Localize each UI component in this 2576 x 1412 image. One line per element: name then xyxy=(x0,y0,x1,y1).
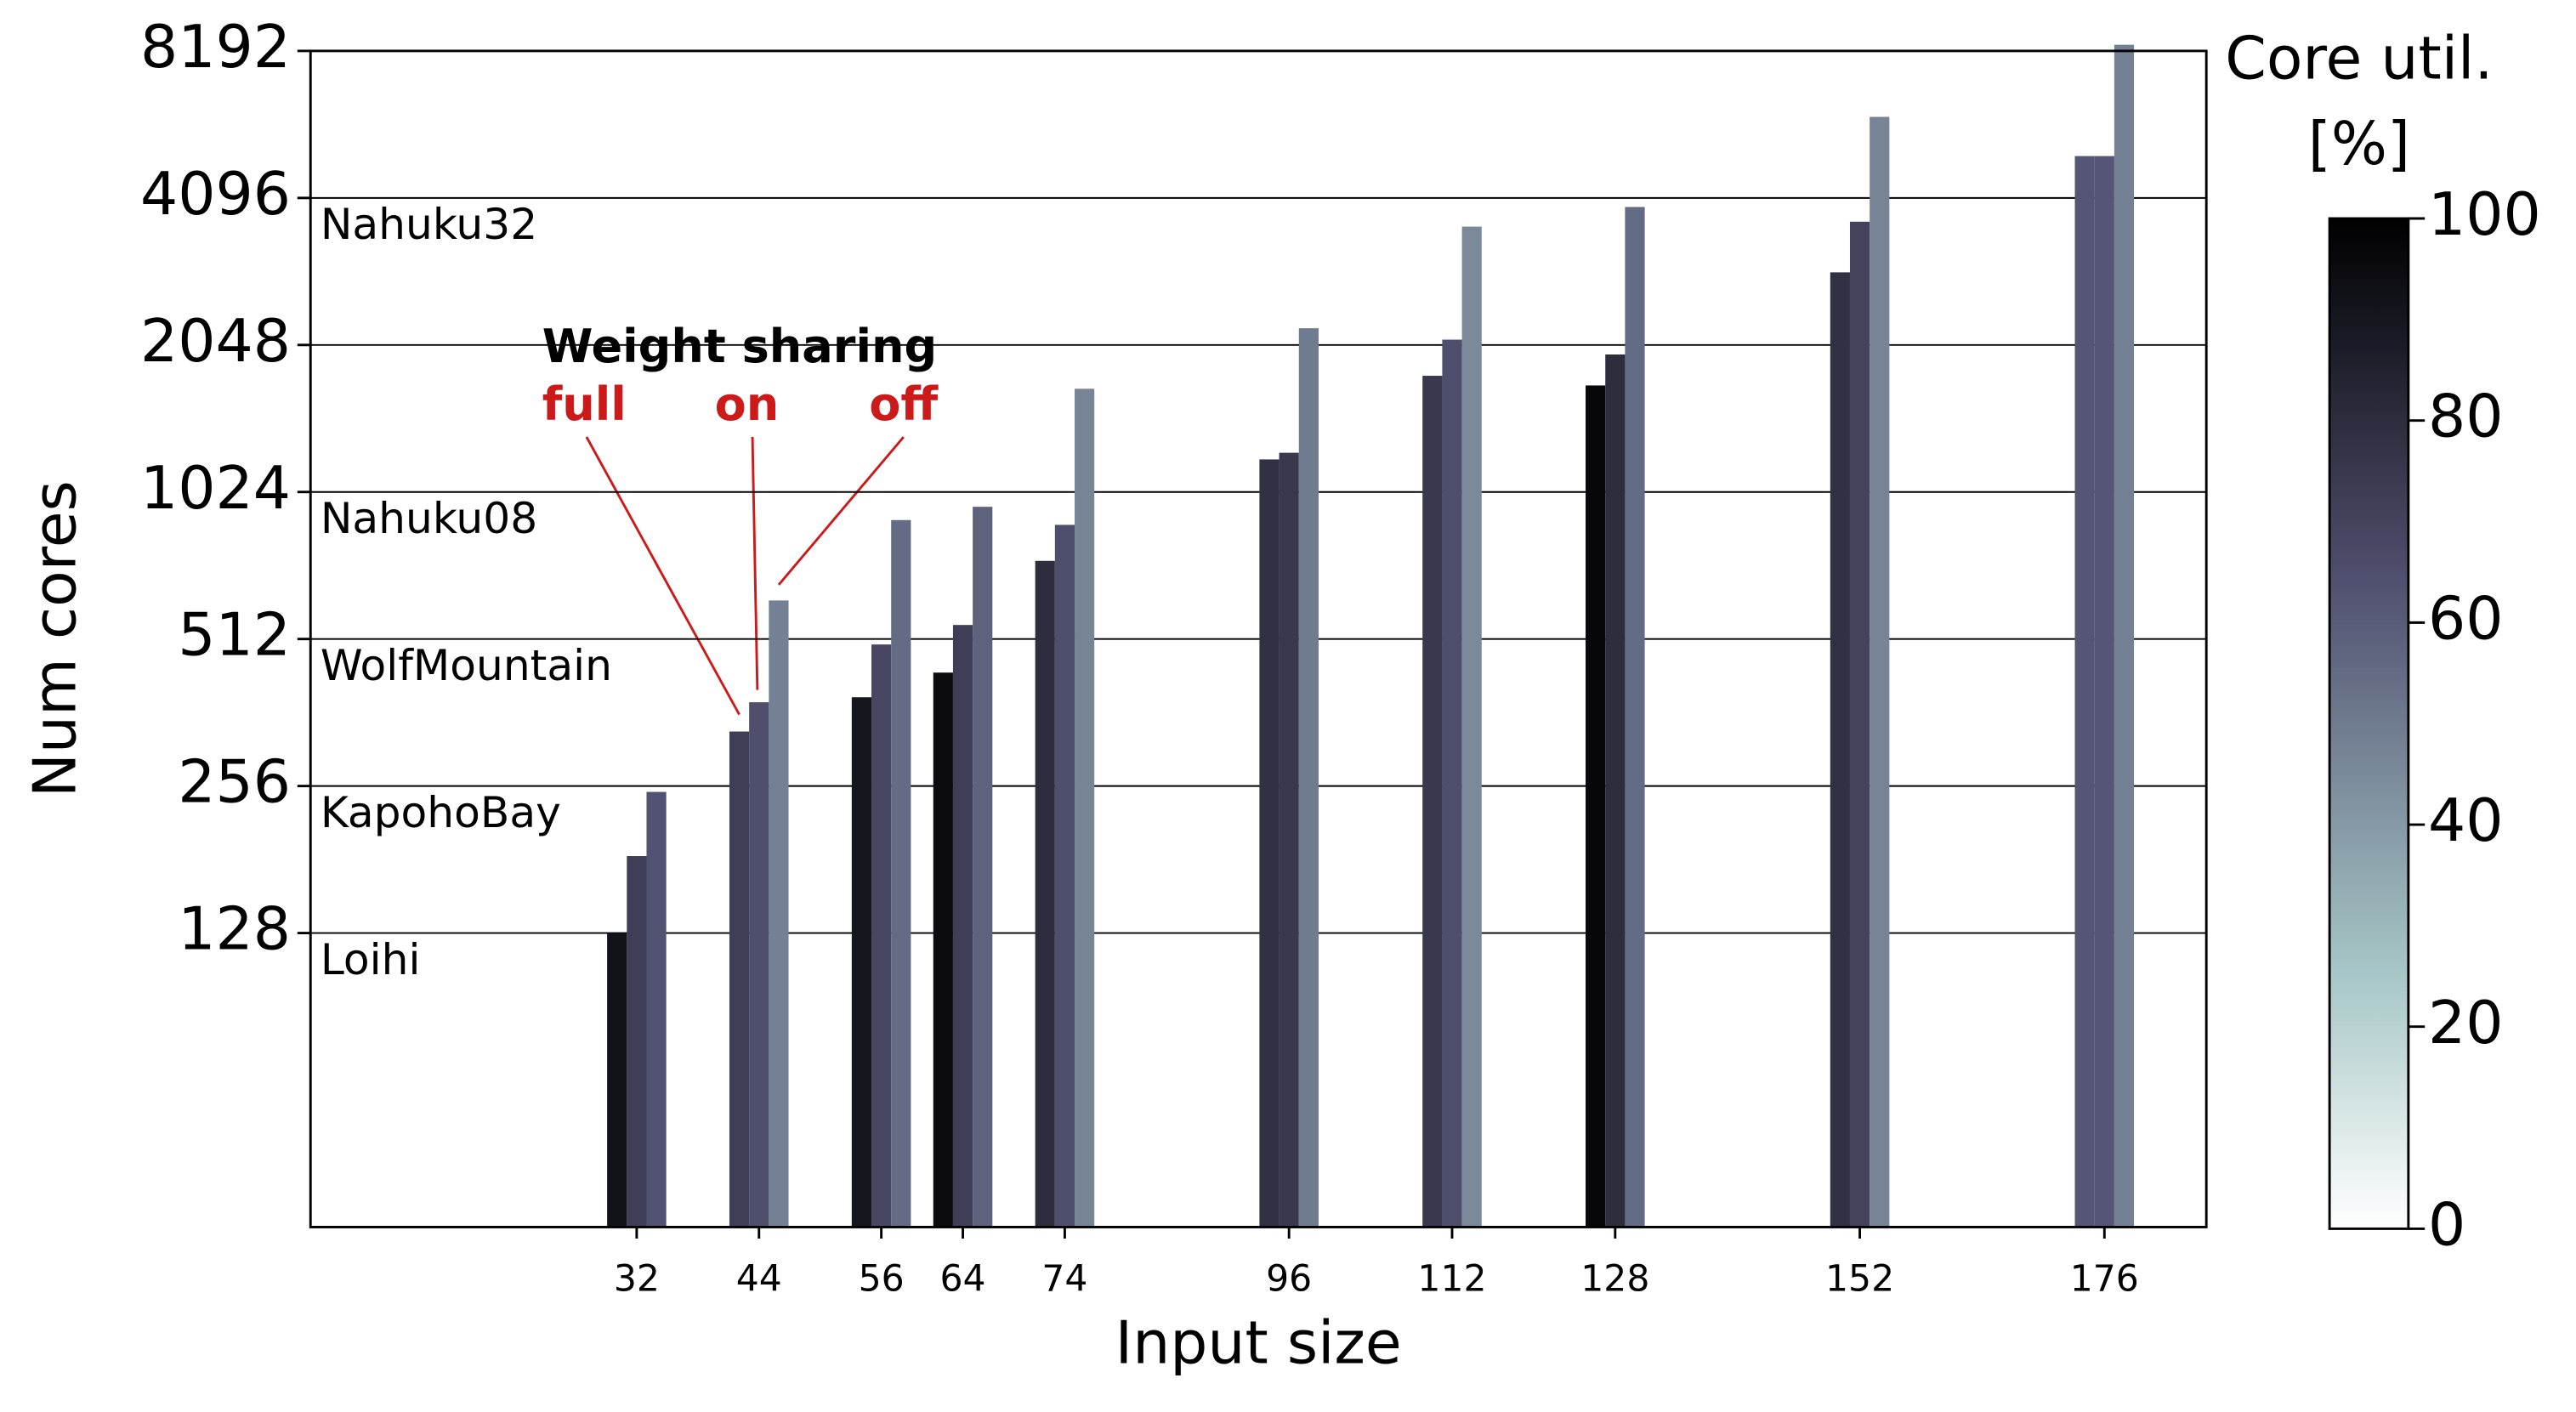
hardware-label: Loihi xyxy=(321,934,421,984)
bar xyxy=(871,644,892,1228)
colorbar-tick-label: 100 xyxy=(2428,180,2541,249)
bar xyxy=(1870,116,1890,1228)
bar xyxy=(2114,44,2135,1228)
bar xyxy=(1054,525,1075,1228)
hardware-label: Nahuku08 xyxy=(321,493,537,543)
bar xyxy=(952,625,973,1228)
y-tick-label: 128 xyxy=(178,895,291,964)
y-tick-label: 1024 xyxy=(140,454,291,523)
bar xyxy=(2074,156,2095,1228)
bar xyxy=(769,600,789,1228)
x-tick-label: 176 xyxy=(2070,1259,2139,1301)
bar xyxy=(1279,452,1299,1228)
legend-entry: off xyxy=(869,377,939,431)
bar xyxy=(1625,207,1645,1228)
x-axis-label: Input size xyxy=(1115,1309,1402,1378)
x-tick-label: 32 xyxy=(614,1259,660,1301)
colorbar-tick-label: 0 xyxy=(2428,1190,2465,1259)
bar xyxy=(1075,388,1095,1228)
bar xyxy=(627,856,647,1228)
colorbar-tick-label: 40 xyxy=(2428,786,2504,855)
x-tick-label: 128 xyxy=(1580,1259,1649,1301)
y-tick-label: 512 xyxy=(178,601,291,670)
hardware-label: WolfMountain xyxy=(321,640,612,690)
colorbar-tick-label: 80 xyxy=(2428,383,2504,451)
hardware-label: Nahuku32 xyxy=(321,199,537,249)
bar xyxy=(1298,328,1319,1228)
bar xyxy=(1035,560,1055,1228)
bar xyxy=(1830,272,1850,1228)
bar xyxy=(1461,226,1482,1228)
x-tick-label: 56 xyxy=(859,1259,905,1301)
x-tick-label: 44 xyxy=(736,1259,782,1301)
y-tick-label: 8192 xyxy=(140,13,291,82)
legend-entry: on xyxy=(715,377,780,431)
x-tick-label: 64 xyxy=(939,1259,985,1301)
colorbar-title: Core util. xyxy=(2225,24,2493,93)
bar xyxy=(2094,156,2114,1228)
bar xyxy=(1605,354,1626,1228)
bar xyxy=(1422,376,1443,1228)
colorbar-tick-label: 20 xyxy=(2428,989,2504,1058)
x-tick-label: 96 xyxy=(1266,1259,1312,1301)
x-tick-label: 152 xyxy=(1825,1259,1894,1301)
bar xyxy=(1442,339,1462,1228)
bar xyxy=(933,672,953,1228)
plot-frame xyxy=(309,49,2208,1228)
bar xyxy=(646,791,667,1228)
y-tick-label: 4096 xyxy=(140,160,291,229)
bar xyxy=(1259,459,1279,1228)
legend-connector xyxy=(777,436,905,586)
x-tick-label: 112 xyxy=(1417,1259,1486,1301)
bar xyxy=(607,933,627,1228)
legend-connector xyxy=(585,436,740,716)
bar xyxy=(1586,385,1606,1228)
bar xyxy=(851,697,872,1228)
legend-connector xyxy=(751,436,759,690)
colorbar-tick-label: 60 xyxy=(2428,584,2504,653)
bar xyxy=(973,507,993,1228)
legend-title: Weight sharing xyxy=(542,320,938,373)
bar xyxy=(749,702,769,1228)
colorbar xyxy=(2328,217,2410,1230)
bar xyxy=(891,519,911,1228)
bar xyxy=(1849,221,1870,1228)
x-tick-label: 74 xyxy=(1041,1259,1087,1301)
legend-entry: full xyxy=(542,377,627,431)
y-tick-label: 256 xyxy=(178,748,291,817)
bar xyxy=(729,731,750,1228)
y-tick-label: 2048 xyxy=(140,307,291,376)
y-axis-label: Num cores xyxy=(21,480,90,797)
hardware-label: KapohoBay xyxy=(321,787,561,837)
colorbar-unit: [%] xyxy=(2308,110,2410,179)
